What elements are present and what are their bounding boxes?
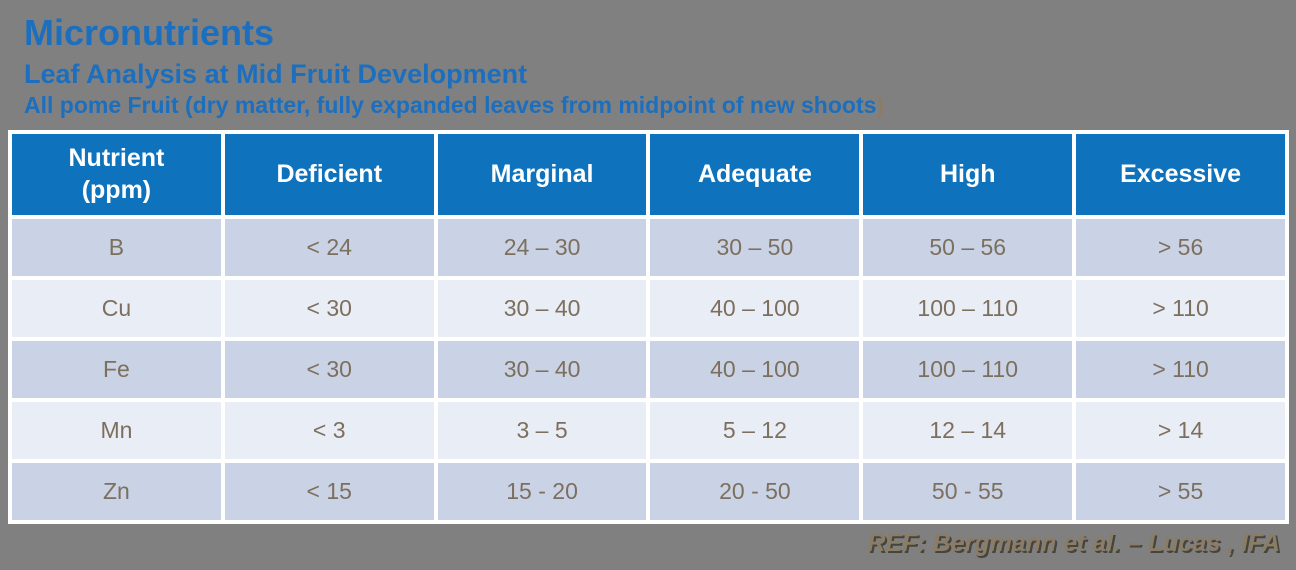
column-header-0: Nutrient (ppm) xyxy=(12,134,221,215)
subtitle-closing-paren: ) xyxy=(876,92,885,119)
value-cell: 40 – 100 xyxy=(650,341,860,398)
value-cell: < 30 xyxy=(224,280,434,337)
value-cell: 30 – 50 xyxy=(650,219,860,276)
value-cell: 12 – 14 xyxy=(863,402,1073,459)
value-cell: 30 – 40 xyxy=(437,341,647,398)
column-header-3: Adequate xyxy=(650,134,860,215)
table-header-row: Nutrient (ppm) Deficient Marginal Adequate H… xyxy=(12,134,1285,215)
slide-subtitle: Leaf Analysis at Mid Fruit Development xyxy=(24,58,528,89)
value-cell: 50 – 56 xyxy=(863,219,1073,276)
nutrient-name-cell: Zn xyxy=(12,463,221,520)
value-cell: > 14 xyxy=(1076,402,1285,459)
value-cell: > 56 xyxy=(1076,219,1285,276)
value-cell: > 110 xyxy=(1076,341,1285,398)
value-cell: 30 – 40 xyxy=(437,280,647,337)
slide-subtitle-detail: All pome Fruit (dry matter, fully expand… xyxy=(24,93,1296,118)
value-cell: > 110 xyxy=(1076,280,1285,337)
value-cell: 50 - 55 xyxy=(863,463,1073,520)
value-cell: 3 – 5 xyxy=(437,402,647,459)
column-header-2: Marginal xyxy=(437,134,647,215)
subtitle-detail-text: All pome Fruit (dry matter, fully expand… xyxy=(24,92,877,119)
nutrient-name-cell: Mn xyxy=(12,402,221,459)
value-cell: 5 – 12 xyxy=(650,402,860,459)
column-header-1: Deficient xyxy=(224,134,434,215)
value-cell: > 55 xyxy=(1076,463,1285,520)
table-body: B < 24 24 – 30 30 – 50 50 – 56 > 56 Cu < 30 30 –… xyxy=(12,219,1285,520)
nutrient-name-cell: B xyxy=(12,219,221,276)
value-cell: 24 – 30 xyxy=(437,219,647,276)
value-cell: 100 – 110 xyxy=(863,280,1073,337)
slide-header: Micronutrients Leaf Analysis at Mid Frui… xyxy=(0,0,1296,119)
table-row: Fe < 30 30 – 40 40 – 100 100 – 110 > 110 xyxy=(12,341,1285,398)
table-row: Zn < 15 15 - 20 20 - 50 50 - 55 > 55 xyxy=(12,463,1285,520)
value-cell: < 3 xyxy=(224,402,434,459)
table-row: Cu < 30 30 – 40 40 – 100 100 – 110 > 110 xyxy=(12,280,1285,337)
value-cell: 40 – 100 xyxy=(650,280,860,337)
value-cell: 15 - 20 xyxy=(437,463,647,520)
value-cell: < 30 xyxy=(224,341,434,398)
value-cell: < 24 xyxy=(224,219,434,276)
column-header-4: High xyxy=(863,134,1073,215)
value-cell: < 15 xyxy=(224,463,434,520)
nutrient-name-cell: Cu xyxy=(12,280,221,337)
table-row: B < 24 24 – 30 30 – 50 50 – 56 > 56 xyxy=(12,219,1285,276)
reference-text: REF: Bergmann et al. – Lucas , IFA xyxy=(867,529,1280,557)
nutrient-levels-table: Nutrient (ppm) Deficient Marginal Adequate H… xyxy=(8,130,1289,524)
value-cell: 20 - 50 xyxy=(650,463,860,520)
value-cell: 100 – 110 xyxy=(863,341,1073,398)
column-header-5: Excessive xyxy=(1076,134,1285,215)
page-title: Micronutrients xyxy=(24,12,275,53)
nutrient-name-cell: Fe xyxy=(12,341,221,398)
